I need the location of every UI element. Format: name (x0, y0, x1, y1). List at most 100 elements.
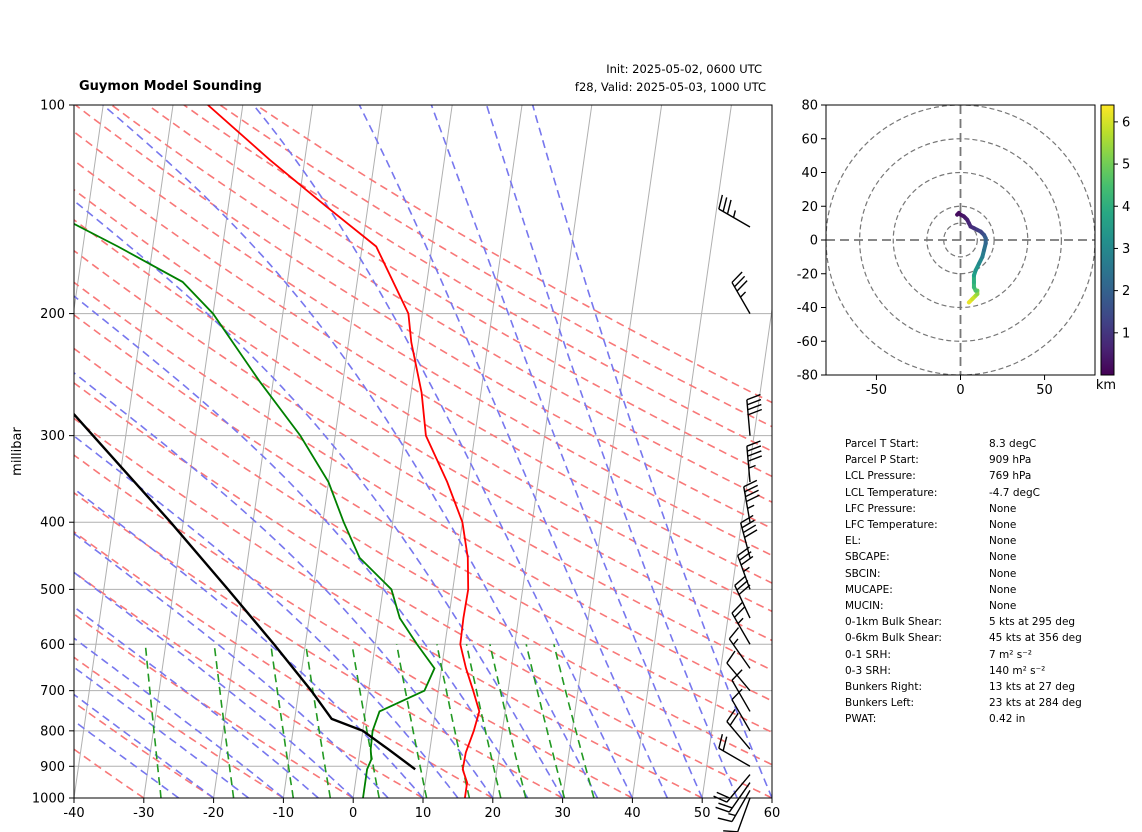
mixing-ratio-line (304, 644, 332, 798)
param-label: LCL Temperature: (845, 486, 938, 499)
dry-adiabat (74, 530, 494, 798)
y-tick-label: 200 (40, 307, 65, 322)
skewt-frame (73, 104, 773, 799)
param-label: Bunkers Right: (845, 681, 922, 693)
y-tick-label: 100 (40, 99, 65, 114)
param-label: 0-3 SRH: (845, 664, 891, 677)
wind-barb (726, 709, 751, 750)
mixing-ratio-line (553, 644, 595, 798)
hodograph-plot-area (826, 105, 1095, 375)
colorbar-tick-label: 3 (1122, 242, 1130, 257)
moist-adiabat (74, 487, 424, 798)
dry-adiabat (74, 130, 772, 557)
param-label: EL: (845, 535, 862, 548)
mixing-ratio-line (436, 644, 471, 798)
moist-adiabat (74, 719, 180, 798)
param-value: 769 hPa (989, 470, 1032, 483)
param-value: None (989, 567, 1017, 580)
y-tick-label: 500 (40, 583, 65, 598)
dry-adiabat (183, 105, 772, 453)
isotherm-line (562, 105, 663, 798)
wind-barb (718, 194, 751, 228)
param-value: None (989, 519, 1017, 531)
param-label: SBCIN: (845, 567, 881, 580)
colorbar-tick-label: 4 (1122, 200, 1130, 215)
isotherm-line (74, 105, 104, 313)
isotherm-line (213, 105, 314, 798)
wind-barb (713, 774, 751, 803)
param-value: None (989, 535, 1017, 548)
wind-barb (715, 782, 751, 813)
dry-adiabat (74, 381, 772, 798)
x-tick-label: 30 (554, 806, 571, 821)
param-label: 0-1 SRH: (845, 648, 891, 661)
moist-adiabat (74, 532, 389, 798)
dry-adiabat (74, 417, 703, 798)
param-value: 7 m² s⁻² (989, 648, 1033, 661)
wind-barb (746, 393, 763, 436)
hodograph-y-tick-label: 80 (801, 99, 818, 114)
isotherm-line (282, 105, 383, 798)
moist-adiabat (74, 371, 494, 798)
colorbar-tick-label: 6 (1122, 115, 1130, 130)
hodograph-segment (955, 211, 961, 217)
colorbar-tick-label: 1 (1122, 326, 1130, 341)
x-tick-label: 50 (694, 806, 711, 821)
wind-barb (731, 688, 751, 732)
moist-adiabat (74, 637, 284, 798)
dry-adiabat (74, 613, 354, 798)
param-label: LCL Pressure: (845, 470, 916, 483)
dry-adiabat (74, 313, 772, 734)
wind-barb (717, 790, 751, 823)
dry-adiabat (74, 571, 424, 798)
hodograph-y-tick-label: 0 (810, 234, 818, 249)
wind-barb (740, 514, 758, 558)
mixing-ratio-line (395, 644, 428, 798)
y-tick-label: 300 (40, 429, 65, 444)
dry-adiabat (74, 249, 772, 672)
param-value: -4.7 degC (989, 486, 1040, 499)
dry-adiabat (74, 188, 772, 613)
y-tick-label: 700 (40, 684, 65, 699)
hodograph-y-tick-label: -60 (797, 335, 818, 350)
y-tick-label: 400 (40, 516, 65, 531)
hodograph-y-tick-label: 20 (801, 200, 818, 215)
dry-adiabat (74, 347, 772, 766)
param-value: 45 kts at 356 deg (989, 632, 1082, 645)
param-label: PWAT: (845, 713, 877, 726)
colorbar-tick-label: 5 (1122, 158, 1130, 173)
wind-barb (743, 479, 760, 523)
y-tick-label: 900 (40, 760, 65, 775)
moist-adiabat (74, 605, 319, 798)
dry-adiabat (74, 491, 563, 798)
isotherm-line (143, 105, 244, 798)
init-time: Init: 2025-05-02, 0600 UTC (606, 62, 762, 76)
isotherm-line (631, 105, 732, 798)
param-label: LFC Pressure: (845, 502, 916, 515)
hodograph-y-tick-label: 60 (801, 132, 818, 147)
moist-adiabat (252, 105, 634, 798)
param-label: Bunkers Left: (845, 697, 915, 710)
hodograph-x-tick-label: 0 (956, 383, 964, 398)
param-label: Parcel P Start: (845, 454, 919, 467)
dry-adiabat (74, 281, 772, 702)
x-tick-label: 60 (764, 806, 781, 821)
param-value: 23 kts at 284 deg (989, 697, 1082, 710)
x-tick-label: -20 (203, 806, 224, 821)
moist-adiabat (430, 105, 703, 798)
y-tick-label: 800 (40, 724, 65, 739)
dry-adiabat (75, 105, 772, 530)
wind-barb (746, 440, 763, 483)
y-tick-label: 1000 (32, 792, 65, 807)
param-value: 909 hPa (989, 454, 1032, 467)
moist-adiabat (74, 571, 354, 798)
wind-barb (718, 733, 751, 767)
x-tick-label: 40 (624, 806, 641, 821)
param-value: 13 kts at 27 deg (989, 681, 1076, 693)
hodograph-y-tick-label: -80 (797, 369, 818, 384)
dry-adiabat (111, 105, 772, 504)
valid-time: f28, Valid: 2025-05-03, 1000 UTC (574, 80, 766, 94)
param-value: None (989, 583, 1017, 596)
chart-title: Guymon Model Sounding (79, 79, 262, 94)
